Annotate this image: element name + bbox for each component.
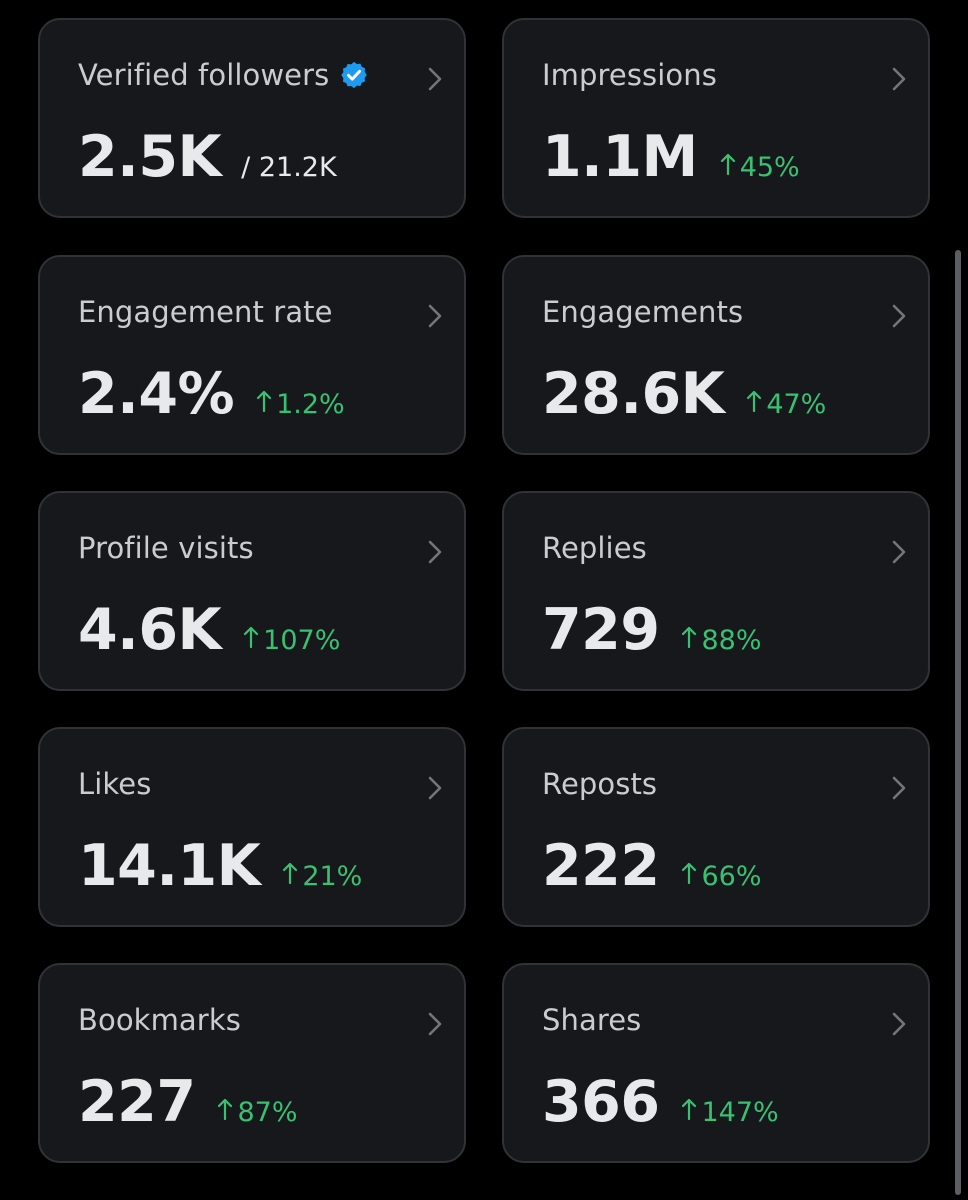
metric-value: 729 [542, 597, 660, 663]
metric-delta-value: 88% [701, 625, 762, 656]
metric-value: 14.1K [78, 833, 261, 899]
card-engagements[interactable]: Engagements 28.6K 47% [502, 255, 930, 455]
metric-value: 28.6K [542, 361, 725, 427]
metric-row: 4.6K 107% [78, 597, 340, 663]
metric-row: 729 88% [542, 597, 762, 663]
chevron-right-icon [428, 304, 442, 328]
card-title: Bookmarks [78, 1003, 241, 1037]
metric-value: 222 [542, 833, 660, 899]
metric-delta: 1.2% [256, 389, 345, 420]
chevron-right-icon [428, 776, 442, 800]
arrow-up-icon [720, 153, 735, 176]
metric-delta-value: 66% [701, 861, 762, 892]
metric-delta-value: 1.2% [276, 389, 345, 420]
metric-delta-value: 87% [237, 1097, 298, 1128]
chevron-right-icon [428, 540, 442, 564]
metric-delta: 107% [243, 625, 340, 656]
card-replies[interactable]: Replies 729 88% [502, 491, 930, 691]
metric-row: 2.5K / 21.2K [78, 124, 337, 190]
arrow-up-icon [218, 1098, 233, 1121]
card-title: Profile visits [78, 531, 254, 565]
metric-row: 1.1M 45% [542, 124, 800, 190]
card-verified-followers[interactable]: Verified followers 2.5K / 21.2K [38, 18, 466, 218]
metric-row: 366 147% [542, 1069, 779, 1135]
card-shares[interactable]: Shares 366 147% [502, 963, 930, 1163]
chevron-right-icon [892, 776, 906, 800]
arrow-up-icon [682, 626, 697, 649]
chevron-right-icon [892, 1012, 906, 1036]
metric-row: 227 87% [78, 1069, 298, 1135]
metric-row: 2.4% 1.2% [78, 361, 345, 427]
metric-total: / 21.2K [241, 152, 337, 183]
arrow-up-icon [682, 1098, 697, 1121]
arrow-up-icon [244, 626, 259, 649]
card-profile-visits[interactable]: Profile visits 4.6K 107% [38, 491, 466, 691]
card-title: Verified followers [78, 58, 369, 92]
metric-delta: 87% [217, 1097, 298, 1128]
chevron-right-icon [892, 304, 906, 328]
arrow-up-icon [682, 862, 697, 885]
arrow-up-icon [747, 390, 762, 413]
metric-delta: 88% [681, 625, 762, 656]
metric-value: 2.5K [78, 124, 222, 190]
metric-delta-value: 45% [739, 152, 800, 183]
scrollbar[interactable] [955, 250, 961, 1195]
card-title: Replies [542, 531, 647, 565]
metric-delta: 45% [720, 152, 800, 183]
metric-delta: 21% [282, 861, 362, 892]
metric-value: 4.6K [78, 597, 222, 663]
card-bookmarks[interactable]: Bookmarks 227 87% [38, 963, 466, 1163]
arrow-up-icon [283, 862, 298, 885]
chevron-right-icon [428, 67, 442, 91]
metric-delta-value: 107% [263, 625, 341, 656]
card-impressions[interactable]: Impressions 1.1M 45% [502, 18, 930, 218]
card-title: Engagement rate [78, 295, 333, 329]
metric-delta: 47% [746, 389, 826, 420]
metric-row: 14.1K 21% [78, 833, 362, 899]
card-engagement-rate[interactable]: Engagement rate 2.4% 1.2% [38, 255, 466, 455]
verified-badge-icon [341, 61, 368, 89]
metric-row: 28.6K 47% [542, 361, 826, 427]
chevron-right-icon [428, 1012, 442, 1036]
card-title: Impressions [542, 58, 717, 92]
card-title: Reposts [542, 767, 658, 801]
card-title-label: Verified followers [78, 58, 330, 92]
metric-value: 2.4% [78, 361, 235, 427]
card-likes[interactable]: Likes 14.1K 21% [38, 727, 466, 927]
metric-delta: 66% [681, 861, 762, 892]
metric-delta-value: 21% [302, 861, 363, 892]
metric-value: 1.1M [542, 124, 698, 190]
metric-delta-value: 147% [701, 1097, 779, 1128]
chevron-right-icon [892, 67, 906, 91]
card-title: Shares [542, 1003, 642, 1037]
metric-delta: 147% [681, 1097, 779, 1128]
card-title: Likes [78, 767, 152, 801]
chevron-right-icon [892, 540, 906, 564]
metric-value: 227 [78, 1069, 196, 1135]
arrow-up-icon [256, 390, 272, 413]
metric-row: 222 66% [542, 833, 762, 899]
card-title: Engagements [542, 295, 744, 329]
card-reposts[interactable]: Reposts 222 66% [502, 727, 930, 927]
metric-delta-value: 47% [766, 389, 827, 420]
metric-value: 366 [542, 1069, 660, 1135]
